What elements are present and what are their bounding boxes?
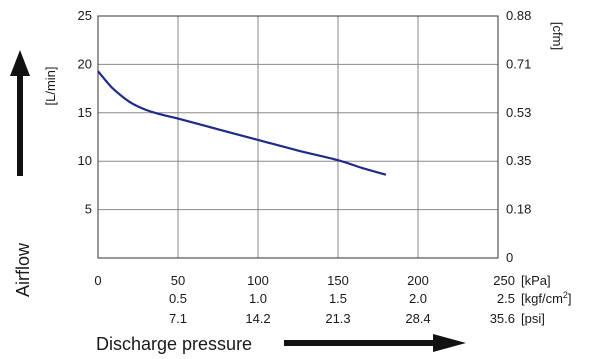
y-unit-right: [cfm] [550,22,565,50]
x-arrow-head [433,334,466,352]
y-tick-label-left: 20 [78,56,92,71]
y-arrow-shaft [17,70,23,176]
y-tick-label-right: 0.88 [506,8,531,23]
x-tick-label: 50 [171,273,185,288]
x-tick-label: 28.4 [405,311,430,326]
x-tick-label: 200 [407,273,429,288]
x-tick-label: 0.5 [169,291,187,306]
x-tick-label: 7.1 [169,311,187,326]
x-unit-label: [kPa] [521,273,551,288]
x-axis-title: Discharge pressure [96,334,466,354]
x-tick-labels: 0 50 100 150 200 250 [kPa] 0.5 1.0 1.5 2.0 2.5 [kgf/… [94,273,571,326]
y-tick-label-left: 5 [85,202,92,217]
grid-lines [97,15,499,259]
y-tick-label-right: 0.53 [506,105,531,120]
x-tick-label: 21.3 [325,311,350,326]
x-tick-label: 2.0 [409,291,427,306]
x-tick-label: 1.0 [249,291,267,306]
y-tick-label-right: 0 [506,250,513,265]
x-title-text: Discharge pressure [96,334,252,354]
x-tick-label: 1.5 [329,291,347,306]
x-unit-label: [kgf/cm2] [521,290,572,306]
x-tick-label: 250 [493,273,515,288]
x-tick-label: 150 [327,273,349,288]
airflow-curve [97,70,387,176]
y-tick-label-left: 25 [78,8,92,23]
y-tick-label-left: 15 [78,105,92,120]
y-arrow-head [10,50,30,76]
y-tick-labels-right: 0 0.18 0.35 0.53 0.71 0.88 [506,8,531,265]
x-tick-label: 0 [94,273,101,288]
y-unit-left: [L/min] [43,66,58,105]
x-tick-label: 35.6 [490,311,515,326]
y-tick-label-right: 0.35 [506,153,531,168]
x-tick-label: 2.5 [497,291,515,306]
y-axis-title: Airflow [10,50,33,297]
y-title-text: Airflow [13,242,33,297]
y-tick-label-right: 0.18 [506,202,531,217]
y-tick-label-left: 10 [78,153,92,168]
x-unit-label: [psi] [521,311,545,326]
plot-frame [97,15,499,259]
y-tick-labels-left: 5 10 15 20 25 [78,8,92,217]
x-arrow-shaft [284,340,439,346]
x-unit-superscript: 2 [563,290,568,300]
x-tick-label: 100 [247,273,269,288]
y-tick-label-right: 0.71 [506,56,531,71]
x-tick-label: 14.2 [245,311,270,326]
x-unit-end: ] [568,291,572,306]
